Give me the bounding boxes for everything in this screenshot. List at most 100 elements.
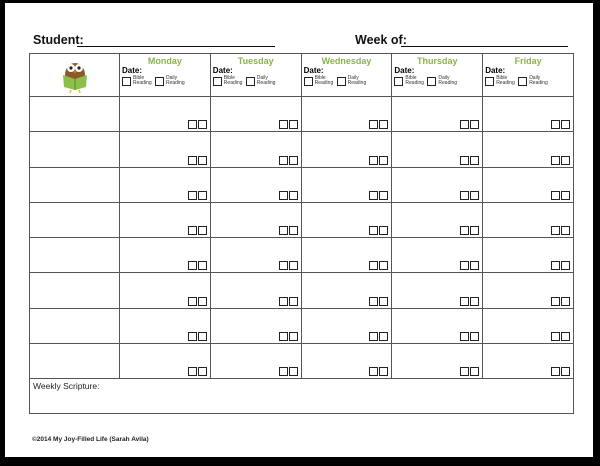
checkbox[interactable] <box>470 155 480 165</box>
assignment-cell[interactable] <box>209 343 302 380</box>
checkbox[interactable] <box>369 190 379 200</box>
bible-reading-checkbox[interactable] <box>122 76 131 86</box>
checkbox[interactable] <box>187 261 197 271</box>
checkbox[interactable] <box>460 332 470 342</box>
assignment-cell[interactable] <box>119 343 211 380</box>
checkbox[interactable] <box>470 190 480 200</box>
assignment-cell[interactable] <box>209 307 302 345</box>
checkbox[interactable] <box>551 261 560 271</box>
assignment-cell[interactable] <box>209 272 302 309</box>
checkbox[interactable] <box>561 190 570 200</box>
assignment-cell[interactable] <box>482 201 574 239</box>
assignment-cell[interactable] <box>391 307 484 345</box>
assignment-cell[interactable] <box>119 237 211 274</box>
checkbox[interactable] <box>470 332 480 342</box>
checkbox[interactable] <box>460 226 470 236</box>
checkbox[interactable] <box>187 155 197 165</box>
assignment-cell[interactable] <box>209 237 302 274</box>
checkbox[interactable] <box>561 226 570 236</box>
daily-reading-checkbox[interactable] <box>155 76 164 86</box>
assignment-cell[interactable] <box>300 95 393 133</box>
assignment-cell[interactable] <box>119 201 211 239</box>
checkbox[interactable] <box>561 367 570 377</box>
checkbox[interactable] <box>197 190 207 200</box>
assignment-cell[interactable] <box>391 131 484 168</box>
checkbox[interactable] <box>460 155 470 165</box>
assignment-cell[interactable] <box>119 307 211 345</box>
checkbox[interactable] <box>369 367 379 377</box>
assignment-cell[interactable] <box>300 237 393 274</box>
checkbox[interactable] <box>288 226 298 236</box>
subject-cell[interactable] <box>29 343 120 380</box>
checkbox[interactable] <box>470 367 480 377</box>
checkbox[interactable] <box>379 261 389 271</box>
assignment-cell[interactable] <box>119 131 211 168</box>
checkbox[interactable] <box>278 296 288 306</box>
checkbox[interactable] <box>288 367 298 377</box>
assignment-cell[interactable] <box>482 131 574 168</box>
assignment-cell[interactable] <box>209 201 302 239</box>
checkbox[interactable] <box>278 190 288 200</box>
assignment-cell[interactable] <box>482 237 574 274</box>
checkbox[interactable] <box>551 120 560 130</box>
assignment-cell[interactable] <box>482 272 574 309</box>
bible-reading-checkbox[interactable] <box>212 76 222 86</box>
checkbox[interactable] <box>379 332 389 342</box>
checkbox[interactable] <box>379 120 389 130</box>
checkbox[interactable] <box>278 226 288 236</box>
assignment-cell[interactable] <box>209 95 302 133</box>
assignment-cell[interactable] <box>300 131 393 168</box>
checkbox[interactable] <box>369 296 379 306</box>
checkbox[interactable] <box>561 296 570 306</box>
assignment-cell[interactable] <box>482 343 574 380</box>
subject-cell[interactable] <box>29 166 120 203</box>
checkbox[interactable] <box>288 190 298 200</box>
checkbox[interactable] <box>561 332 570 342</box>
assignment-cell[interactable] <box>391 95 484 133</box>
assignment-cell[interactable] <box>300 272 393 309</box>
checkbox[interactable] <box>197 367 207 377</box>
checkbox[interactable] <box>278 155 288 165</box>
checkbox[interactable] <box>551 190 560 200</box>
checkbox[interactable] <box>278 261 288 271</box>
checkbox[interactable] <box>561 155 570 165</box>
checkbox[interactable] <box>288 296 298 306</box>
subject-cell[interactable] <box>29 237 120 274</box>
checkbox[interactable] <box>278 332 288 342</box>
daily-reading-checkbox[interactable] <box>336 76 346 86</box>
checkbox[interactable] <box>369 226 379 236</box>
subject-cell[interactable] <box>29 95 120 133</box>
checkbox[interactable] <box>379 155 389 165</box>
assignment-cell[interactable] <box>391 237 484 274</box>
checkbox[interactable] <box>197 155 207 165</box>
checkbox[interactable] <box>187 190 197 200</box>
checkbox[interactable] <box>369 332 379 342</box>
checkbox[interactable] <box>197 226 207 236</box>
assignment-cell[interactable] <box>300 201 393 239</box>
checkbox[interactable] <box>460 261 470 271</box>
checkbox[interactable] <box>460 190 470 200</box>
subject-cell[interactable] <box>29 272 120 309</box>
student-line[interactable] <box>77 46 275 47</box>
checkbox[interactable] <box>470 261 480 271</box>
checkbox[interactable] <box>551 155 560 165</box>
checkbox[interactable] <box>470 296 480 306</box>
checkbox[interactable] <box>551 332 560 342</box>
bible-reading-checkbox[interactable] <box>303 76 313 86</box>
checkbox[interactable] <box>288 120 298 130</box>
assignment-cell[interactable] <box>119 166 211 203</box>
assignment-cell[interactable] <box>119 95 211 133</box>
checkbox[interactable] <box>197 120 207 130</box>
assignment-cell[interactable] <box>482 166 574 203</box>
assignment-cell[interactable] <box>300 166 393 203</box>
checkbox[interactable] <box>369 120 379 130</box>
checkbox[interactable] <box>187 120 197 130</box>
assignment-cell[interactable] <box>209 166 302 203</box>
checkbox[interactable] <box>197 296 207 306</box>
checkbox[interactable] <box>551 226 560 236</box>
checkbox[interactable] <box>278 367 288 377</box>
checkbox[interactable] <box>379 296 389 306</box>
checkbox[interactable] <box>460 367 470 377</box>
checkbox[interactable] <box>369 155 379 165</box>
checkbox[interactable] <box>460 296 470 306</box>
